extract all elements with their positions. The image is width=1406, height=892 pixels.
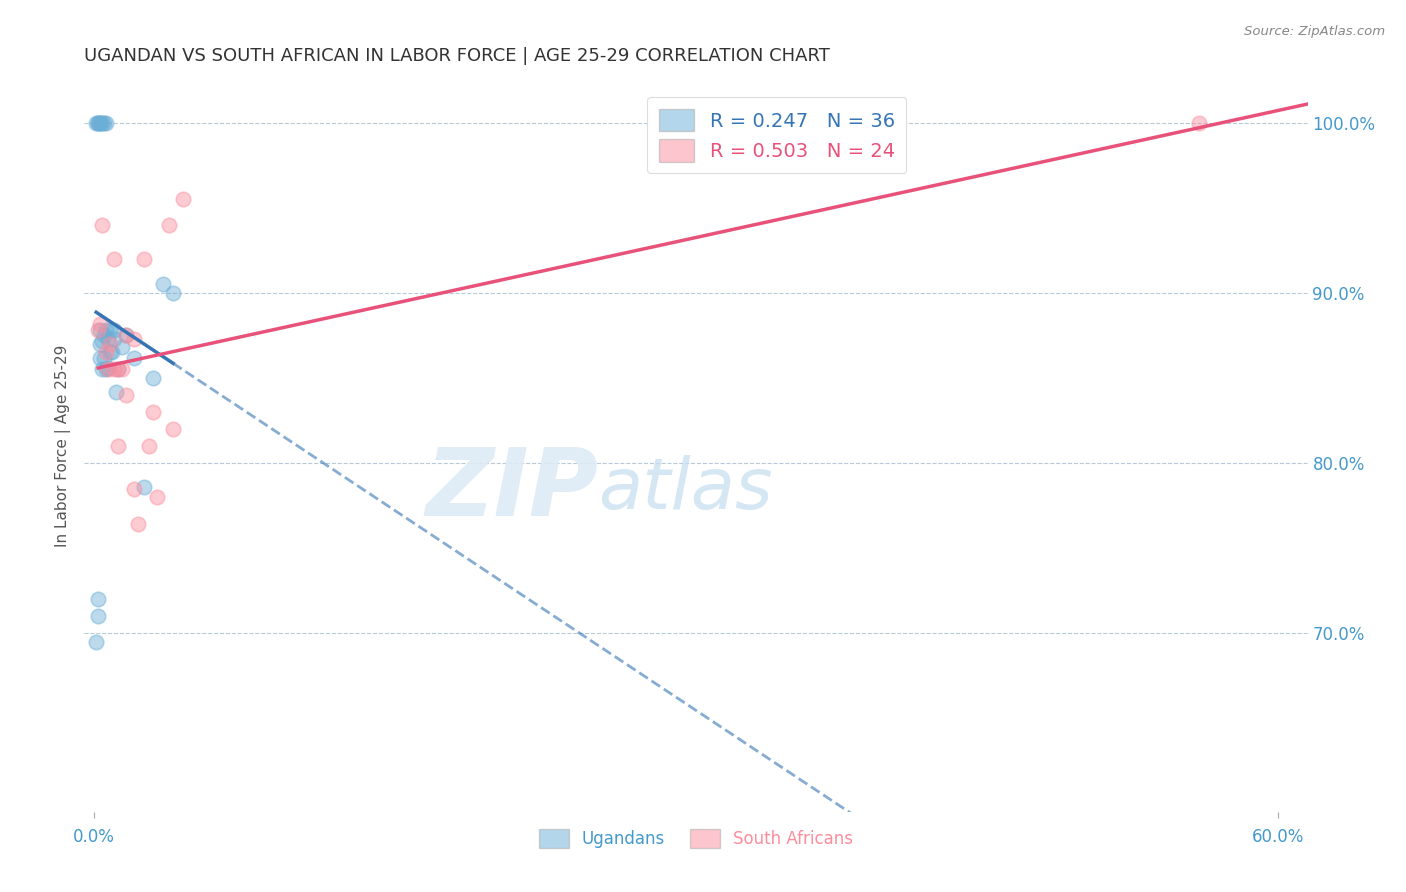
- Point: [89, 116, 111, 130]
- Point: [162, 422, 184, 436]
- Point: [94, 323, 117, 337]
- Point: [107, 362, 129, 376]
- Legend: Ugandans, South Africans: Ugandans, South Africans: [531, 822, 860, 855]
- Point: [93, 116, 115, 130]
- Point: [111, 340, 134, 354]
- Point: [107, 362, 129, 376]
- Y-axis label: In Labor Force | Age 25-29: In Labor Force | Age 25-29: [55, 345, 72, 547]
- Point: [122, 482, 145, 496]
- Point: [103, 323, 125, 337]
- Point: [89, 323, 111, 337]
- Point: [84, 116, 107, 130]
- Point: [103, 362, 125, 376]
- Point: [122, 332, 145, 346]
- Point: [89, 317, 111, 331]
- Point: [89, 337, 111, 351]
- Point: [152, 277, 174, 292]
- Point: [114, 328, 136, 343]
- Point: [97, 360, 120, 375]
- Point: [172, 192, 194, 206]
- Point: [91, 334, 114, 348]
- Text: atlas: atlas: [598, 456, 773, 524]
- Point: [122, 351, 145, 365]
- Point: [93, 328, 115, 343]
- Point: [107, 439, 129, 453]
- Point: [142, 405, 165, 419]
- Point: [87, 116, 110, 130]
- Point: [157, 218, 180, 232]
- Text: UGANDAN VS SOUTH AFRICAN IN LABOR FORCE | AGE 25-29 CORRELATION CHART: UGANDAN VS SOUTH AFRICAN IN LABOR FORCE …: [84, 47, 830, 65]
- Point: [98, 323, 121, 337]
- Point: [132, 480, 155, 494]
- Point: [98, 345, 121, 359]
- Point: [89, 351, 111, 365]
- Point: [87, 609, 110, 624]
- Point: [146, 490, 169, 504]
- Point: [97, 332, 120, 346]
- Point: [142, 371, 165, 385]
- Point: [94, 362, 117, 376]
- Point: [91, 218, 114, 232]
- Point: [138, 439, 160, 453]
- Point: [104, 384, 127, 399]
- Point: [111, 362, 134, 376]
- Point: [87, 323, 110, 337]
- Point: [114, 328, 136, 343]
- Point: [132, 252, 155, 266]
- Point: [1188, 116, 1211, 130]
- Point: [103, 332, 125, 346]
- Point: [97, 362, 120, 376]
- Point: [87, 592, 110, 607]
- Point: [127, 517, 149, 532]
- Point: [87, 116, 110, 130]
- Point: [98, 337, 121, 351]
- Text: ZIP: ZIP: [425, 444, 598, 536]
- Point: [114, 388, 136, 402]
- Point: [94, 345, 117, 359]
- Point: [91, 116, 114, 130]
- Point: [103, 252, 125, 266]
- Point: [162, 285, 184, 300]
- Point: [84, 634, 107, 648]
- Point: [91, 362, 114, 376]
- Point: [94, 116, 117, 130]
- Point: [89, 116, 111, 130]
- Point: [93, 351, 115, 365]
- Point: [101, 345, 124, 359]
- Text: Source: ZipAtlas.com: Source: ZipAtlas.com: [1244, 25, 1385, 38]
